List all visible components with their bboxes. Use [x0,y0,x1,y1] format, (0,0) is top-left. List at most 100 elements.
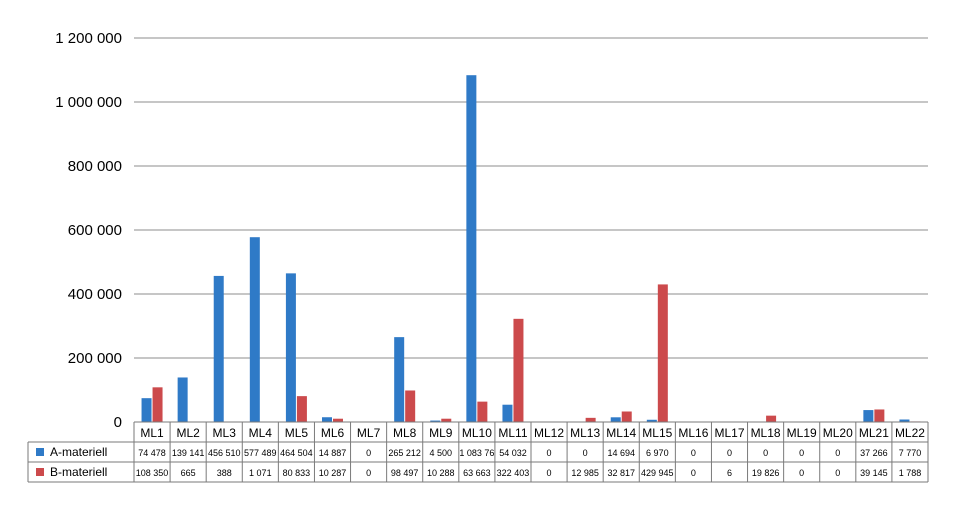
data-label: 265 212 [388,448,421,458]
data-label: 63 663 [463,468,491,478]
legend-swatch-a [36,448,44,456]
data-label: 12 985 [571,468,599,478]
data-label: 7 770 [899,448,922,458]
data-label: 0 [547,468,552,478]
category-label: ML6 [321,426,345,440]
category-label: ML2 [176,426,200,440]
data-label: 0 [799,468,804,478]
bar-a-ml22 [899,419,910,422]
bar-a-ml4 [249,237,260,422]
data-label: 0 [691,448,696,458]
data-label: 464 504 [280,448,313,458]
category-label: ML19 [787,426,817,440]
data-label: 14 694 [607,448,635,458]
y-tick-label: 800 000 [68,158,122,175]
data-label: 0 [799,448,804,458]
legend-label-a: A-materiell [50,445,107,459]
category-label: ML20 [823,426,853,440]
bar-a-ml9 [430,420,441,422]
bars [141,75,921,422]
bar-b-ml8 [405,390,416,422]
legend-swatch-b [36,468,44,476]
data-label: 577 489 [244,448,277,458]
bar-b-ml15 [657,284,668,422]
data-label: 0 [835,468,840,478]
category-label: ML16 [678,426,708,440]
data-label: 108 350 [136,468,169,478]
data-label: 4 500 [430,448,453,458]
bar-a-ml15 [646,419,657,422]
bar-b-ml9 [441,418,452,422]
category-label: ML15 [642,426,672,440]
data-label: 32 817 [607,468,635,478]
category-label: ML14 [606,426,636,440]
y-tick-label: 1 000 000 [55,94,122,111]
bar-a-ml1 [141,398,152,422]
category-label: ML21 [859,426,889,440]
category-label: ML7 [357,426,381,440]
data-label: 388 [217,468,232,478]
category-label: ML4 [249,426,273,440]
category-label: ML22 [895,426,925,440]
y-tick-label: 600 000 [68,222,122,239]
bar-a-ml2 [177,377,188,422]
data-label: 0 [583,448,588,458]
data-label: 14 887 [319,448,347,458]
data-label: 0 [691,468,696,478]
data-label: 0 [727,448,732,458]
data-label: 10 287 [319,468,347,478]
data-label: 39 145 [860,468,888,478]
bar-b-ml21 [874,409,885,422]
legend-label-b: B-materiell [50,465,107,479]
bar-b-ml18 [766,415,777,422]
data-label: 74 478 [138,448,166,458]
bar-a-ml6 [322,417,332,422]
gridlines [134,37,928,359]
y-axis: 0 200 000 400 000 600 000 800 000 1 000 000 1 … [55,30,122,431]
data-label: 1 083 76 [459,448,494,458]
category-label: ML8 [393,426,417,440]
data-label: 665 [181,468,196,478]
category-label: ML17 [714,426,744,440]
data-label: 0 [547,448,552,458]
y-tick-label: 1 200 000 [55,30,122,47]
bar-b-ml10 [477,401,488,422]
data-label: 98 497 [391,468,419,478]
category-label: ML1 [140,426,164,440]
category-label: ML12 [534,426,564,440]
bar-a-ml11 [502,404,513,422]
data-label: 0 [366,448,371,458]
data-label: 139 141 [172,448,205,458]
data-label: 6 970 [646,448,669,458]
data-label: 80 833 [283,468,311,478]
data-label: 6 [727,468,732,478]
bar-a-ml14 [610,417,621,422]
y-tick-label: 200 000 [68,350,122,367]
category-label: ML18 [751,426,781,440]
data-label: 0 [763,448,768,458]
data-label: 1 788 [899,468,922,478]
bar-a-ml3 [213,275,224,422]
data-label: 429 945 [641,468,674,478]
data-label: 1 071 [249,468,272,478]
category-label: ML13 [570,426,600,440]
bar-a-ml5 [285,273,296,422]
bar-b-ml13 [585,417,596,422]
category-label: ML11 [498,426,527,440]
category-label: ML9 [429,426,453,440]
category-label: ML3 [213,426,237,440]
data-label: 37 266 [860,448,888,458]
y-tick-label: 400 000 [68,286,122,303]
bar-a-ml10 [466,75,477,422]
bar-b-ml1 [152,387,163,422]
data-label: 0 [366,468,371,478]
category-label: ML5 [285,426,309,440]
data-label: 322 403 [497,468,530,478]
data-label: 54 032 [499,448,527,458]
bar-b-ml5 [296,396,307,422]
category-label: ML10 [462,426,492,440]
bar-a-ml21 [863,410,874,422]
bar-a-ml8 [394,337,405,422]
data-label: 456 510 [208,448,241,458]
